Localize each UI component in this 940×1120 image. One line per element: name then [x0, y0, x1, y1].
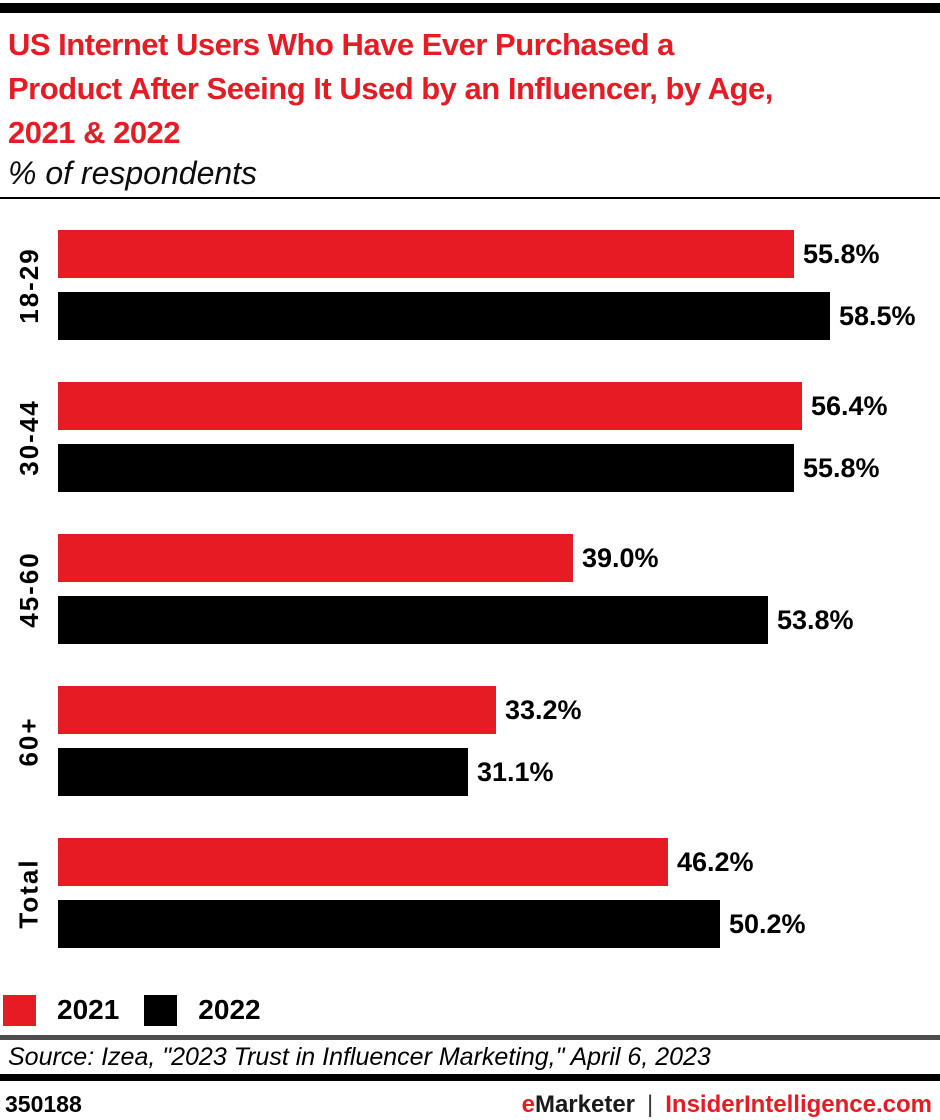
chart-id: 350188 [5, 1091, 82, 1117]
category-label-45-60: 45-60 [0, 534, 58, 644]
brand-lockup: eMarketer | InsiderIntelligence.com [522, 1091, 932, 1119]
chart-title-line-3: 2021 & 2022 [8, 115, 181, 150]
bar-group-total: Total 46.2% 50.2% [0, 838, 940, 948]
bar-2021-18-29 [58, 230, 794, 278]
bar-2021-45-60 [58, 534, 573, 582]
value-label-2021-18-29: 55.8% [803, 238, 880, 269]
footer-divider-rule [0, 1074, 940, 1081]
emarketer-logo-rest: Marketer [534, 1091, 636, 1118]
emarketer-logo-e: e [521, 1091, 535, 1118]
value-label-2022-18-29: 58.5% [839, 300, 916, 331]
brand-separator: | [647, 1091, 654, 1118]
value-label-2021-30-44: 56.4% [811, 390, 888, 421]
bar-2022-30-44 [58, 444, 794, 492]
value-label-2021-total: 46.2% [677, 846, 754, 877]
bar-row-2021-18-29: 55.8% [58, 230, 940, 278]
legend-swatch-2021 [3, 994, 36, 1026]
chart-title-line-1: US Internet Users Who Have Ever Purchase… [8, 27, 674, 62]
value-label-2021-60: 33.2% [505, 694, 582, 725]
legend: 2021 2022 [3, 994, 940, 1026]
category-label-30-44: 30-44 [0, 382, 58, 492]
bar-2021-30-44 [58, 382, 802, 430]
chart: 18-29 55.8% 58.5% 30-44 56.4% 55.8% 45-60 39.0%… [0, 230, 940, 948]
bar-2022-18-29 [58, 292, 830, 340]
value-label-2022-30-44: 55.8% [803, 452, 880, 483]
value-label-2022-45-60: 53.8% [777, 604, 854, 635]
bar-group-18-29: 18-29 55.8% 58.5% [0, 230, 940, 340]
bar-2022-60 [58, 748, 468, 796]
bar-2021-total [58, 838, 668, 886]
bar-2022-total [58, 900, 720, 948]
bar-row-2021-45-60: 39.0% [58, 534, 940, 582]
value-label-2022-60: 31.1% [477, 756, 554, 787]
insider-intelligence-link: InsiderIntelligence.com [665, 1091, 932, 1118]
value-label-2021-45-60: 39.0% [582, 542, 659, 573]
bar-row-2022-60: 31.1% [58, 748, 940, 796]
category-label-60: 60+ [0, 686, 58, 796]
header-divider-rule [0, 197, 940, 199]
bar-row-2021-30-44: 56.4% [58, 382, 940, 430]
bar-group-30-44: 30-44 56.4% 55.8% [0, 382, 940, 492]
legend-swatch-2022 [144, 994, 178, 1026]
category-label-text: 60+ [13, 715, 44, 767]
category-label-18-29: 18-29 [0, 230, 58, 340]
bar-row-2021-60: 33.2% [58, 686, 940, 734]
bar-row-2022-30-44: 55.8% [58, 444, 940, 492]
chart-subtitle: % of respondents [8, 155, 258, 191]
source-divider-rule [0, 1035, 940, 1040]
category-label-text: 18-29 [13, 246, 44, 324]
category-label-text: Total [13, 857, 44, 929]
bar-group-60: 60+ 33.2% 31.1% [0, 686, 940, 796]
bar-2022-45-60 [58, 596, 768, 644]
category-label-total: Total [0, 838, 58, 948]
category-label-text: 30-44 [13, 398, 44, 476]
chart-header: US Internet Users Who Have Ever Purchase… [0, 13, 940, 191]
chart-title-line-2: Product After Seeing It Used by an Influ… [8, 71, 773, 106]
legend-label-2021: 2021 [57, 994, 120, 1025]
bar-group-45-60: 45-60 39.0% 53.8% [0, 534, 940, 644]
footer: 350188 eMarketer | InsiderIntelligence.com [0, 1081, 940, 1119]
bar-row-2022-total: 50.2% [58, 900, 940, 948]
bar-row-2022-45-60: 53.8% [58, 596, 940, 644]
legend-label-2022: 2022 [198, 994, 261, 1025]
bar-row-2021-total: 46.2% [58, 838, 940, 886]
bar-row-2022-18-29: 58.5% [58, 292, 940, 340]
bar-2021-60 [58, 686, 496, 734]
top-black-bar [0, 3, 940, 13]
value-label-2022-total: 50.2% [729, 908, 806, 939]
category-label-text: 45-60 [13, 550, 44, 628]
source-line: Source: Izea, "2023 Trust in Influencer … [8, 1043, 711, 1071]
